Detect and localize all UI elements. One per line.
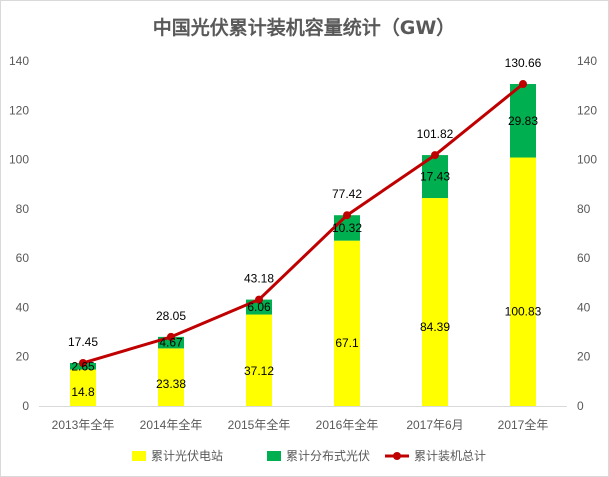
legend-label: 累计光伏电站: [151, 449, 223, 463]
label-utility-pv: 23.38: [156, 377, 186, 391]
y-tick-label: 80: [16, 202, 30, 216]
x-tick-label: 2013年全年: [52, 417, 115, 432]
bar-utility-pv: [158, 348, 184, 406]
label-total: 130.66: [505, 56, 542, 70]
label-distributed-pv: 10.32: [332, 221, 362, 235]
label-distributed-pv: 2.65: [71, 359, 95, 373]
y2-tick-label: 20: [577, 350, 591, 364]
data-labels: 14.8 23.38 37.12 67.1 84.39 100.83 2.65 4.67 6.0…: [68, 56, 542, 399]
y2-tick-label: 40: [577, 300, 591, 314]
label-distributed-pv: 4.67: [159, 336, 183, 350]
bar-utility-pv: [70, 369, 96, 406]
label-utility-pv: 37.12: [244, 364, 274, 378]
y2-tick-label: 60: [577, 251, 591, 265]
y2-tick-label: 80: [577, 202, 591, 216]
bar-utility-pv: [422, 198, 448, 406]
label-utility-pv: 14.8: [71, 385, 95, 399]
legend-swatch: [267, 451, 281, 461]
label-distributed-pv: 6.06: [247, 300, 271, 314]
total-point: [343, 211, 351, 220]
chart-title: 中国光伏累计装机容量统计（GW）: [153, 16, 456, 39]
bar-distributed-pv: [334, 215, 360, 241]
y-tick-label: 60: [16, 251, 30, 265]
legend: 累计光伏电站 累计分布式光伏 累计装机总计: [132, 449, 486, 463]
total-point: [79, 358, 87, 367]
x-tick-label: 2015年全年: [228, 417, 291, 432]
y2-tick-label: 0: [577, 399, 584, 413]
label-utility-pv: 84.39: [420, 320, 450, 334]
y-tick-label: 20: [16, 350, 30, 364]
x-tick-label: 2014年全年: [140, 417, 203, 432]
label-total: 77.42: [332, 187, 362, 201]
label-total: 28.05: [156, 309, 186, 323]
legend-swatch: [132, 451, 146, 461]
label-utility-pv: 100.83: [505, 305, 542, 319]
bar-utility-pv: [510, 157, 536, 406]
legend-label: 累计装机总计: [414, 449, 486, 463]
total-point: [167, 332, 175, 341]
total-line-path: [82, 82, 524, 365]
total-line: [79, 80, 527, 367]
y2-tick-label: 120: [577, 103, 597, 117]
label-total: 43.18: [244, 272, 274, 286]
y-tick-label: 0: [22, 399, 29, 413]
label-distributed-pv: 17.43: [420, 170, 450, 184]
total-point: [519, 80, 527, 89]
total-point: [431, 151, 439, 160]
bar-distributed-pv: [510, 84, 536, 158]
y2-tick-label: 140: [577, 54, 597, 68]
label-total: 17.45: [68, 335, 98, 349]
legend-label: 累计分布式光伏: [286, 449, 370, 463]
x-tick-label: 2016年全年: [316, 417, 379, 432]
axes: 0 20 40 60 80 100 120 140 0 20 40 60 80 100 120 140 2013…: [9, 54, 597, 432]
y-tick-label: 100: [9, 153, 29, 167]
bar-distributed-pv: [158, 336, 184, 349]
bar-utility-pv: [334, 240, 360, 406]
bar-utility-pv: [246, 314, 272, 406]
y2-tick-label: 100: [577, 153, 597, 167]
legend-marker: [393, 452, 401, 460]
y-tick-label: 40: [16, 300, 30, 314]
y-tick-label: 140: [9, 54, 29, 68]
bars: [70, 84, 536, 406]
x-tick-label: 2017年6月: [406, 418, 463, 432]
x-tick-label: 2017全年: [498, 417, 549, 432]
y-tick-label: 120: [9, 103, 29, 117]
total-point: [255, 295, 263, 304]
label-utility-pv: 67.1: [335, 336, 359, 350]
label-total: 101.82: [417, 127, 454, 141]
label-distributed-pv: 29.83: [508, 114, 538, 128]
